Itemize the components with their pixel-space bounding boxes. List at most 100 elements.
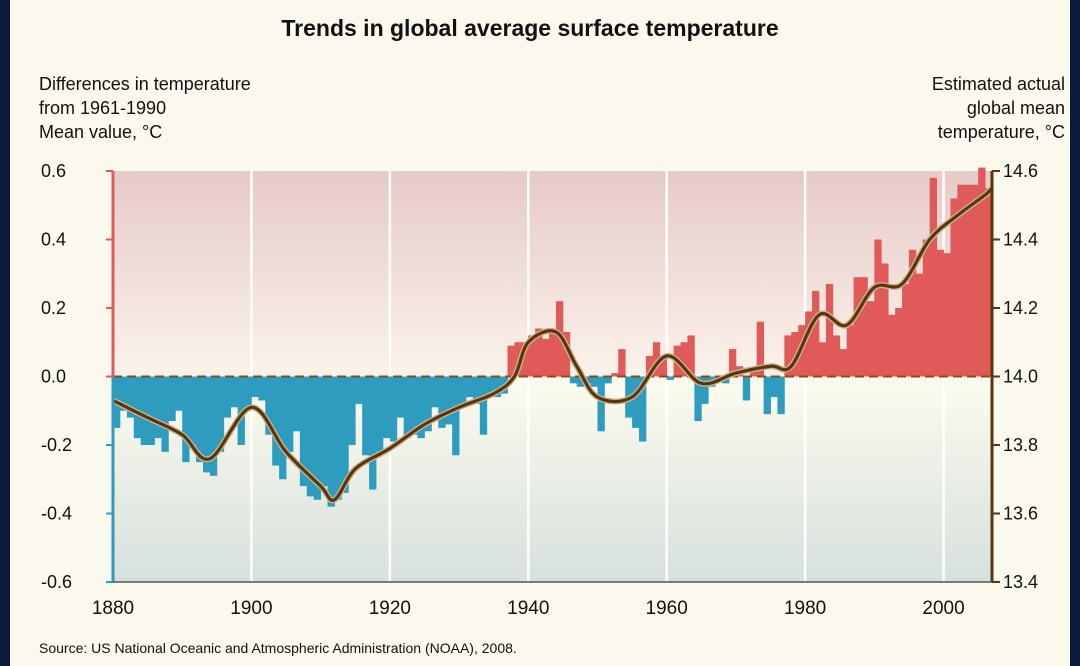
bar: [465, 376, 474, 398]
y-tick-label-left: 0.0: [41, 367, 66, 387]
bar: [604, 376, 612, 384]
bar: [196, 376, 204, 463]
bar: [355, 376, 363, 404]
right-axis-label: Estimated actual global mean temperature…: [932, 74, 1065, 142]
bar: [507, 345, 515, 377]
bar: [362, 376, 370, 456]
y-tick-label-left: 0.2: [41, 298, 66, 318]
bar: [950, 198, 958, 377]
bar: [915, 273, 924, 377]
bar: [535, 328, 543, 377]
bar: [140, 376, 149, 445]
bar: [431, 376, 439, 408]
bar: [805, 311, 813, 377]
bar: [376, 376, 384, 452]
bar: [832, 335, 841, 377]
right-axis-label-line: global mean: [967, 98, 1065, 118]
bar: [258, 376, 266, 401]
bar: [784, 335, 792, 377]
bar: [839, 349, 848, 377]
chart-title: Trends in global average surface tempera…: [281, 15, 778, 41]
bar: [549, 331, 557, 377]
left-axis-label-line: Differences in temperature: [39, 74, 251, 94]
bar: [639, 376, 647, 442]
bar: [562, 331, 571, 377]
bar: [652, 342, 661, 377]
smoothed-line: [112, 186, 994, 502]
bar: [126, 376, 135, 418]
bar: [597, 376, 605, 432]
bar: [763, 376, 771, 415]
bar: [306, 376, 315, 497]
bar: [216, 376, 225, 452]
x-tick-label: 1960: [646, 598, 688, 619]
y-tick-label-left: 0.4: [41, 230, 66, 250]
x-tick-label: 1980: [784, 598, 826, 619]
y-tick-label-right: 14.0: [1003, 367, 1038, 387]
x-tick-label: 1940: [507, 598, 549, 619]
bar: [818, 342, 827, 377]
y-tick-label-right: 13.6: [1003, 504, 1038, 524]
bar: [618, 349, 626, 377]
bar: [645, 355, 654, 377]
bar: [472, 376, 481, 404]
bar: [292, 376, 301, 432]
bar: [341, 376, 349, 493]
bar: [929, 177, 938, 377]
bar: [908, 249, 917, 377]
bar: [881, 263, 889, 377]
bar: [493, 376, 501, 398]
bar: [175, 376, 183, 411]
bar: [964, 184, 972, 377]
bar: [971, 184, 979, 377]
bar: [119, 376, 128, 411]
bar: [985, 188, 993, 377]
left-axis-label-line: Mean value, °C: [39, 122, 162, 142]
bar: [182, 376, 190, 463]
bar: [666, 376, 675, 380]
bar: [403, 376, 412, 439]
bar: [417, 376, 425, 439]
bar: [777, 376, 785, 415]
bar: [313, 376, 322, 500]
bar: [874, 239, 882, 377]
bar: [888, 314, 896, 377]
bar: [424, 376, 432, 432]
y-tick-label-left: 0.6: [41, 161, 66, 181]
bar: [279, 376, 287, 480]
bar: [770, 376, 778, 398]
bar: [528, 335, 536, 377]
bar: [701, 376, 709, 404]
bar: [154, 376, 162, 439]
bar: [396, 376, 405, 418]
bar: [452, 376, 460, 456]
bar: [459, 376, 467, 408]
bar: [168, 376, 176, 422]
bar: [244, 376, 252, 411]
bar: [846, 325, 854, 377]
bar: [479, 376, 488, 435]
temperature-chart: Trends in global average surface tempera…: [39, 15, 1065, 656]
bar: [749, 369, 758, 377]
plot-area: -0.6 -0.4 -0.2 0.0 0.2 0.4 0.6 13.4 13.6 13.8 14.0…: [41, 161, 1038, 619]
y-tick-label-left: -0.2: [41, 435, 72, 455]
bar: [978, 167, 986, 377]
bar: [590, 376, 598, 387]
bar: [867, 301, 875, 377]
bar: [445, 376, 453, 425]
bar: [922, 239, 931, 377]
bar: [327, 376, 335, 507]
bar: [943, 253, 951, 377]
bar: [825, 284, 834, 377]
left-axis-label-line: from 1961-1990: [39, 98, 166, 118]
bar: [936, 249, 944, 377]
bar: [542, 338, 550, 377]
bar: [230, 376, 238, 408]
y-tick-label-right: 14.4: [1003, 230, 1038, 250]
bar: [209, 376, 218, 476]
y-tick-label-left: -0.6: [41, 572, 72, 592]
left-axis-label: Differences in temperature from 1961-199…: [39, 74, 251, 142]
bar: [202, 376, 211, 473]
bar: [389, 376, 398, 442]
bar: [265, 376, 273, 435]
